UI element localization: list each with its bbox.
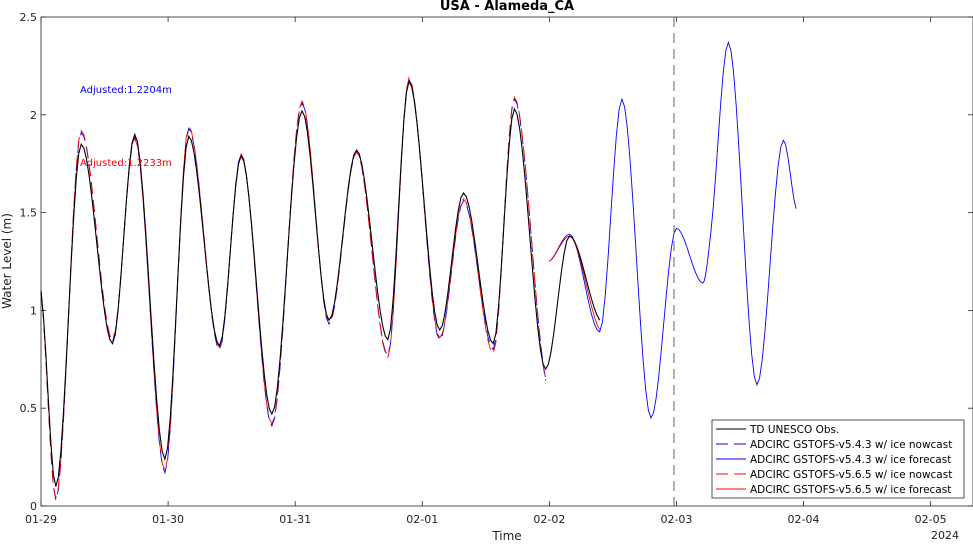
legend-label: TD UNESCO Obs. [749, 424, 839, 436]
y-tick-label: 1.5 [20, 207, 38, 220]
legend-entry-565-nowcast: ADCIRC GSTOFS-v5.6.5 w/ ice nowcast [716, 469, 952, 481]
x-axis-year-label: 2024 [931, 529, 959, 541]
x-tick-label: 02-03 [660, 513, 692, 526]
x-tick-label: 02-05 [915, 513, 947, 526]
x-tick-label: 02-02 [533, 513, 565, 526]
y-tick-label: 2.5 [20, 11, 38, 24]
y-tick-label: 2 [30, 109, 37, 122]
x-tick-label: 01-29 [25, 513, 57, 526]
x-tick-label: 02-01 [406, 513, 438, 526]
y-axis-label: Water Level (m) [0, 213, 14, 309]
legend-entry-565-forecast: ADCIRC GSTOFS-v5.6.5 w/ ice forecast [716, 484, 951, 496]
y-tick-label: 0 [30, 500, 37, 513]
x-axis-label: Time [491, 529, 521, 541]
y-tick-label: 1 [30, 304, 37, 317]
x-tick-label: 02-04 [788, 513, 820, 526]
y-tick-label: 0.5 [20, 402, 38, 415]
annotation-adjusted-blue: Adjusted:1.2204m [80, 85, 172, 96]
annotation-adjusted-red: Adjusted:1.2233m [80, 158, 172, 169]
legend-label: ADCIRC GSTOFS-v5.6.5 w/ ice forecast [750, 484, 951, 496]
legend: TD UNESCO Obs. ADCIRC GSTOFS-v5.4.3 w/ ic… [712, 420, 964, 498]
x-tick-label: 01-31 [279, 513, 311, 526]
legend-label: ADCIRC GSTOFS-v5.4.3 w/ ice nowcast [750, 439, 952, 451]
legend-entry-543-forecast: ADCIRC GSTOFS-v5.4.3 w/ ice forecast [716, 454, 951, 466]
x-tick-label: 01-30 [152, 513, 184, 526]
legend-label: ADCIRC GSTOFS-v5.4.3 w/ ice forecast [750, 454, 951, 466]
legend-entry-543-nowcast: ADCIRC GSTOFS-v5.4.3 w/ ice nowcast [716, 439, 952, 451]
legend-label: ADCIRC GSTOFS-v5.6.5 w/ ice nowcast [750, 469, 952, 481]
chart-title: USA - Alameda_CA [440, 0, 574, 14]
